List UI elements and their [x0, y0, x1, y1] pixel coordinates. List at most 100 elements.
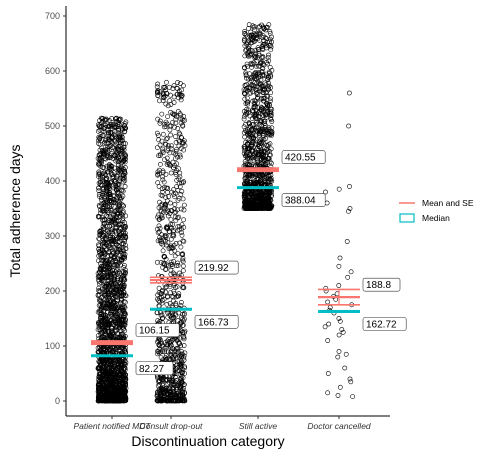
data-point	[110, 229, 115, 234]
data-point	[112, 209, 118, 215]
data-point	[164, 224, 169, 230]
data-point	[154, 84, 160, 90]
data-point	[95, 398, 101, 404]
data-point	[119, 379, 125, 385]
data-point	[160, 177, 166, 183]
data-point	[120, 212, 125, 218]
data-point	[101, 368, 106, 374]
data-point	[109, 344, 115, 350]
data-point	[118, 328, 124, 334]
data-point	[170, 298, 176, 304]
data-point	[155, 81, 160, 87]
data-point	[118, 168, 124, 174]
data-point	[112, 363, 118, 369]
legend: Mean and SE Median	[399, 198, 474, 223]
data-point	[122, 175, 127, 181]
data-point	[106, 147, 112, 153]
data-point	[178, 97, 184, 103]
data-point	[170, 354, 176, 360]
data-point	[163, 235, 169, 241]
data-point	[164, 301, 170, 307]
data-point	[109, 166, 115, 172]
data-point	[118, 121, 124, 127]
data-point	[117, 373, 123, 379]
data-point	[115, 173, 121, 179]
data-point	[181, 202, 187, 208]
data-point	[172, 273, 178, 279]
data-point	[171, 100, 177, 105]
data-point	[108, 357, 114, 363]
data-point	[160, 264, 166, 270]
data-point	[98, 173, 103, 179]
data-point	[98, 151, 104, 157]
data-point	[155, 88, 161, 93]
data-point	[181, 310, 187, 316]
data-point	[96, 383, 101, 388]
data-point	[167, 127, 173, 133]
data-point	[96, 180, 102, 186]
data-point	[179, 232, 185, 238]
legend-label-mean: Mean and SE	[422, 198, 474, 208]
data-point	[173, 217, 179, 223]
data-point	[95, 128, 101, 134]
data-point	[112, 228, 117, 234]
data-point	[178, 380, 184, 386]
data-point	[155, 180, 161, 186]
data-point	[121, 147, 127, 153]
data-point	[104, 163, 110, 169]
median-data-label: 82.27	[139, 364, 164, 375]
data-point	[101, 326, 107, 331]
data-point	[104, 304, 110, 310]
data-point	[122, 232, 127, 238]
data-point	[176, 176, 182, 182]
data-point	[161, 92, 167, 98]
data-point	[98, 179, 103, 185]
data-point	[174, 338, 180, 343]
data-point	[113, 119, 119, 124]
data-point	[116, 319, 122, 324]
data-point	[344, 239, 350, 244]
data-point	[178, 191, 184, 197]
data-point	[122, 263, 127, 268]
data-point	[173, 120, 179, 126]
data-point	[160, 380, 166, 386]
data-point	[106, 249, 112, 254]
data-point	[163, 204, 168, 210]
data-point	[115, 261, 121, 267]
data-point	[168, 267, 174, 273]
data-point	[117, 284, 123, 290]
data-point	[157, 295, 162, 301]
data-point	[102, 169, 108, 175]
data-point	[102, 202, 108, 208]
data-point	[109, 253, 114, 259]
data-point	[160, 242, 166, 248]
data-point	[101, 221, 107, 227]
data-point	[122, 254, 127, 260]
data-point	[170, 86, 176, 91]
data-point	[179, 351, 185, 357]
data-point	[112, 291, 118, 296]
data-point	[104, 281, 109, 287]
data-point	[116, 134, 122, 140]
data-point	[178, 375, 184, 381]
data-point	[347, 376, 353, 382]
data-point	[177, 320, 183, 326]
data-point	[115, 389, 120, 395]
data-point	[97, 204, 102, 210]
data-point	[167, 123, 173, 129]
data-point	[97, 368, 103, 374]
data-point	[173, 397, 179, 403]
data-point	[114, 194, 120, 200]
data-point	[104, 117, 110, 123]
data-point	[100, 151, 106, 157]
data-point	[160, 209, 166, 215]
data-point	[180, 268, 186, 274]
data-point	[179, 116, 185, 122]
data-point	[268, 90, 274, 96]
data-point	[115, 146, 121, 152]
data-point	[120, 308, 126, 313]
data-point	[157, 237, 163, 243]
data-point	[120, 150, 126, 156]
data-point	[98, 362, 103, 367]
data-point	[107, 123, 113, 129]
